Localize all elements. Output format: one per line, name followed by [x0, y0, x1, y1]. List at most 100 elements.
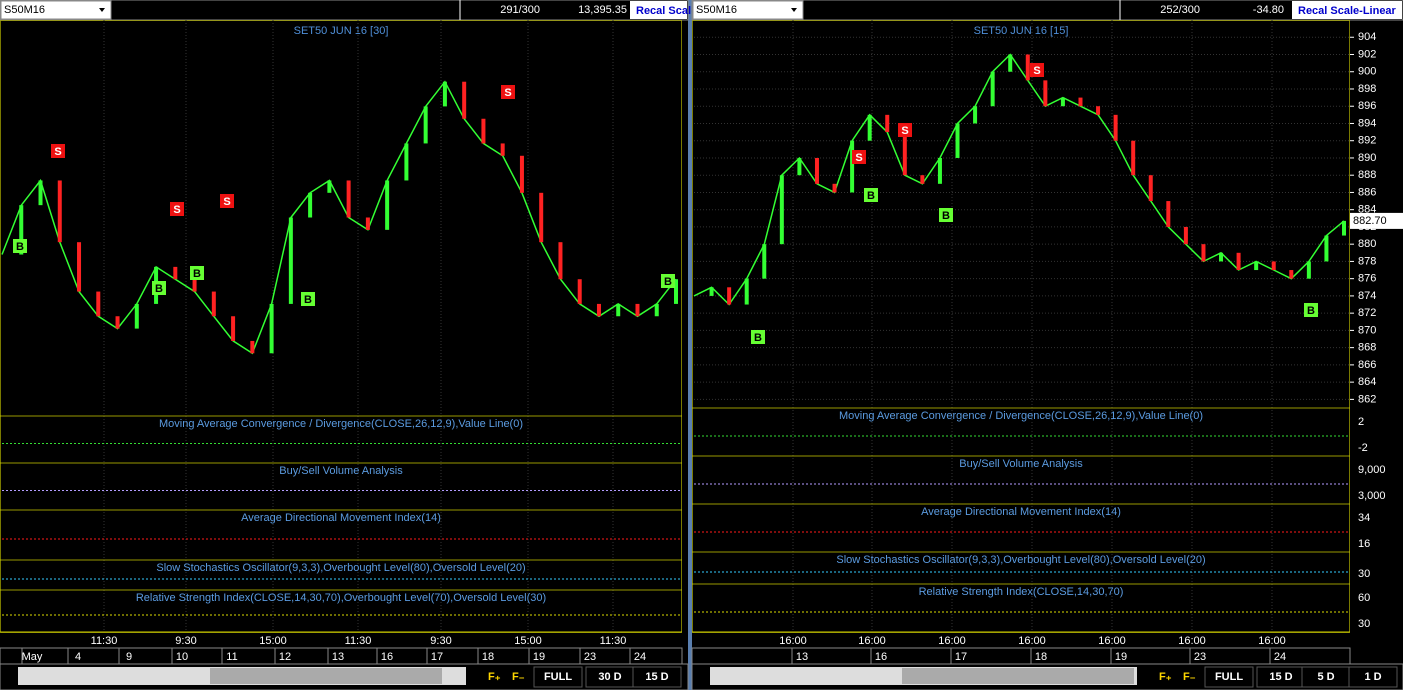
y-tick-label: 862 [1358, 393, 1376, 405]
candle [308, 192, 313, 218]
signal-label: B [754, 332, 762, 344]
y-tick-label: 898 [1358, 83, 1376, 95]
candle [920, 175, 925, 184]
indicator-tick: 9,000 [1358, 464, 1386, 476]
candle [727, 287, 732, 305]
signal-label: B [942, 210, 950, 222]
recal-scale-button[interactable] [630, 1, 687, 19]
signal-box [1304, 303, 1318, 317]
date-label: 4 [75, 651, 81, 663]
header-bar [691, 0, 1403, 21]
recal-scale-label: Recal Scale-Linear [1298, 5, 1397, 17]
scroll-thumb[interactable] [210, 668, 442, 684]
y-tick-label: 886 [1358, 186, 1376, 198]
candle [423, 106, 428, 144]
candle [674, 279, 678, 304]
symbol-dropdown[interactable] [692, 0, 804, 20]
time-label: 11:30 [345, 635, 372, 647]
y-tick-label: 896 [1358, 100, 1376, 112]
candle [1148, 175, 1153, 202]
date-label: May [22, 651, 43, 663]
y-tick-label: 894 [1358, 117, 1376, 129]
candle [442, 81, 447, 107]
candle [134, 303, 139, 329]
price-line [693, 53, 1345, 306]
signal-box [170, 202, 184, 216]
signal-box [220, 194, 234, 208]
fund-f-plus: F₊ [488, 671, 501, 683]
time-label: 11:30 [91, 635, 118, 647]
signal-box [661, 274, 675, 288]
y-tick-label: 868 [1358, 342, 1376, 354]
indicator-title: Average Directional Movement Index(14) [241, 512, 441, 524]
signal-label: B [193, 268, 201, 280]
candle [1254, 261, 1259, 271]
signal-label: S [901, 125, 908, 137]
candle [115, 316, 120, 329]
date-label: 23 [1194, 651, 1206, 663]
range-button[interactable] [1204, 666, 1254, 688]
indicator-title: Moving Average Convergence / Divergence(… [159, 418, 523, 430]
candle [269, 303, 274, 354]
time-label: 16:00 [779, 635, 807, 647]
candle [762, 244, 767, 279]
indicator-tick: 2 [1358, 416, 1364, 428]
date-label: 18 [1035, 651, 1047, 663]
candle [1236, 252, 1241, 271]
candle [1043, 80, 1048, 107]
bar-count: 291/300 [500, 4, 540, 16]
last-price-box [1350, 212, 1403, 229]
y-tick-label: 900 [1358, 66, 1376, 78]
candle [173, 266, 178, 280]
price-line [1, 80, 677, 355]
candle [77, 242, 82, 292]
y-tick-label: 874 [1358, 290, 1376, 302]
symbol: S50M16 [696, 4, 737, 16]
range-button[interactable] [1348, 666, 1398, 688]
indicator-title: Buy/Sell Volume Analysis [959, 458, 1083, 470]
candle [1131, 140, 1136, 176]
signal-box [852, 150, 866, 164]
y-tick-label: 878 [1358, 255, 1376, 267]
y-tick-label: 870 [1358, 324, 1376, 336]
candle [1219, 252, 1224, 262]
signal-label: S [1033, 65, 1040, 77]
range-label: 15 D [1269, 671, 1292, 683]
signal-label: B [1307, 305, 1315, 317]
candle [832, 183, 837, 193]
candle [955, 123, 960, 158]
indicator-tick: 34 [1358, 512, 1370, 524]
candle [654, 303, 659, 317]
date-label: 13 [332, 651, 344, 663]
range-button[interactable] [632, 666, 682, 688]
candle [616, 303, 621, 317]
range-label: FULL [1215, 671, 1243, 683]
candle [231, 316, 236, 341]
candle [1201, 244, 1206, 262]
candle [462, 81, 467, 119]
scroll-thumb[interactable] [902, 668, 1134, 684]
signal-box [864, 188, 878, 202]
candle [902, 132, 907, 176]
signal-box [152, 281, 166, 295]
date-row [691, 647, 1351, 665]
recal-scale-button[interactable] [1292, 1, 1402, 19]
date-label: 17 [955, 651, 967, 663]
symbol: S50M16 [4, 4, 45, 16]
range-button[interactable] [533, 666, 583, 688]
y-tick-label: 884 [1358, 204, 1376, 216]
candle [519, 155, 524, 193]
candle [250, 340, 255, 354]
candle [558, 242, 563, 280]
date-label: 16 [381, 651, 393, 663]
indicator-title: Average Directional Movement Index(14) [921, 506, 1121, 518]
symbol-dropdown[interactable] [0, 0, 112, 20]
date-label: 16 [875, 651, 887, 663]
chart-title: SET50 JUN 16 [30] [294, 25, 389, 37]
signal-label: S [504, 87, 511, 99]
y-tick-label: 902 [1358, 48, 1376, 60]
candle [211, 291, 216, 317]
date-label: 9 [126, 651, 132, 663]
signal-box [301, 292, 315, 306]
